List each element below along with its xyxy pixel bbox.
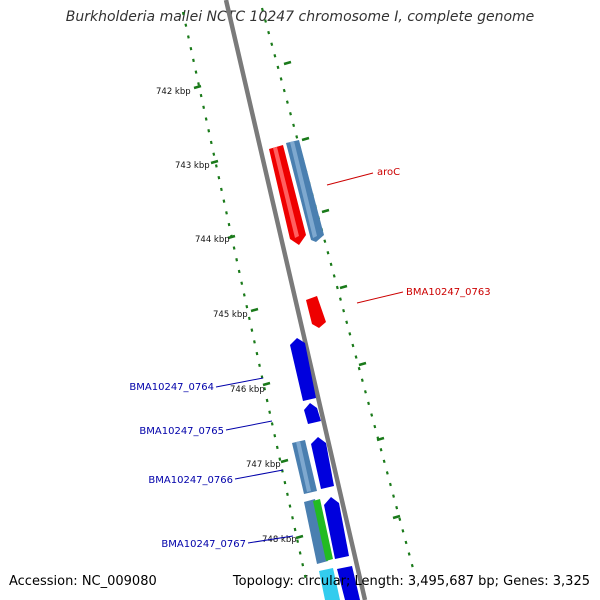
tick-label-747: 747 kbp: [246, 460, 281, 470]
gene-label-bma0766: BMA10247_0766: [148, 475, 233, 486]
genome-backbone: [223, 0, 368, 600]
inner-dotted-ring: [181, 11, 308, 581]
gene-bma0767-green[interactable]: [313, 499, 333, 561]
gene-features: [269, 140, 360, 600]
outer-major-ticks: [283, 60, 401, 520]
genome-summary-text: Topology: circular; Length: 3,495,687 bp…: [232, 574, 590, 589]
tick-label-742: 742 kbp: [156, 87, 191, 97]
tick-label-748: 748 kbp: [262, 535, 297, 545]
outer-dotted-ring: [260, 7, 416, 573]
gene-bma0763[interactable]: [306, 296, 326, 328]
gene-bottom-cyan[interactable]: [319, 568, 340, 600]
tick-label-746: 746 kbp: [230, 385, 265, 395]
gene-bma0765[interactable]: [304, 403, 321, 424]
gene-label-bma0763: BMA10247_0763: [406, 287, 491, 298]
tick-label-743: 743 kbp: [175, 161, 210, 171]
gene-label-aroC: aroC: [377, 167, 400, 178]
gene-bma0766[interactable]: [311, 437, 334, 489]
gene-aroC-highlight: [273, 147, 299, 238]
gene-aroC-steel-highlight: [290, 141, 317, 238]
gene-bma0764[interactable]: [290, 338, 316, 401]
tick-label-744: 744 kbp: [195, 235, 230, 245]
accession-text: Accession: NC_009080: [9, 574, 157, 589]
tick-label-745: 745 kbp: [213, 310, 248, 320]
gene-label-bma0764: BMA10247_0764: [129, 382, 214, 393]
ruler-major-ticks: [193, 84, 304, 540]
gene-bottom-blue[interactable]: [337, 566, 360, 600]
gene-label-bma0765: BMA10247_0765: [139, 426, 224, 437]
label-leaders: [215, 172, 404, 544]
gene-bma0766-steel-highlight: [296, 441, 311, 492]
gene-bma0767[interactable]: [324, 497, 349, 559]
gene-bma0767-steel[interactable]: [304, 499, 328, 564]
gene-label-bma0767: BMA10247_0767: [161, 539, 246, 550]
